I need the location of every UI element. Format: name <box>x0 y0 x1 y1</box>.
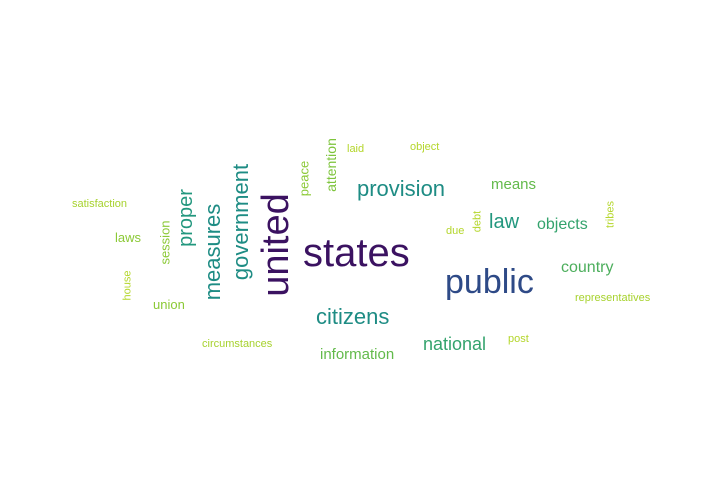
word-united: united <box>255 193 297 297</box>
word-house: house <box>121 270 134 301</box>
word-session: session <box>157 220 173 265</box>
word-information: information <box>320 346 395 363</box>
word-post: post <box>508 333 529 345</box>
word-country: country <box>561 259 614 276</box>
word-citizens: citizens <box>316 304 390 329</box>
word-law: law <box>489 211 520 233</box>
word-representatives: representatives <box>575 292 651 304</box>
word-public: public <box>445 263 534 301</box>
word-national: national <box>423 334 487 354</box>
word-tribes: tribes <box>604 201 617 228</box>
word-laws: laws <box>115 230 142 245</box>
word-measures: measures <box>200 203 225 301</box>
word-peace: peace <box>296 160 312 197</box>
word-due: due <box>446 225 465 237</box>
word-government: government <box>228 163 253 281</box>
word-states: states <box>303 231 410 275</box>
word-laid: laid <box>347 143 365 155</box>
word-objects: objects <box>537 216 588 233</box>
word-debt: debt <box>471 210 484 233</box>
word-object: object <box>410 141 440 153</box>
word-proper: proper <box>175 189 197 247</box>
word-circumstances: circumstances <box>202 338 273 350</box>
word-provision: provision <box>357 176 446 201</box>
word-satisfaction: satisfaction <box>72 198 128 210</box>
word-means: means <box>491 176 537 193</box>
word-union: union <box>153 297 185 312</box>
word-attention: attention <box>323 138 339 192</box>
